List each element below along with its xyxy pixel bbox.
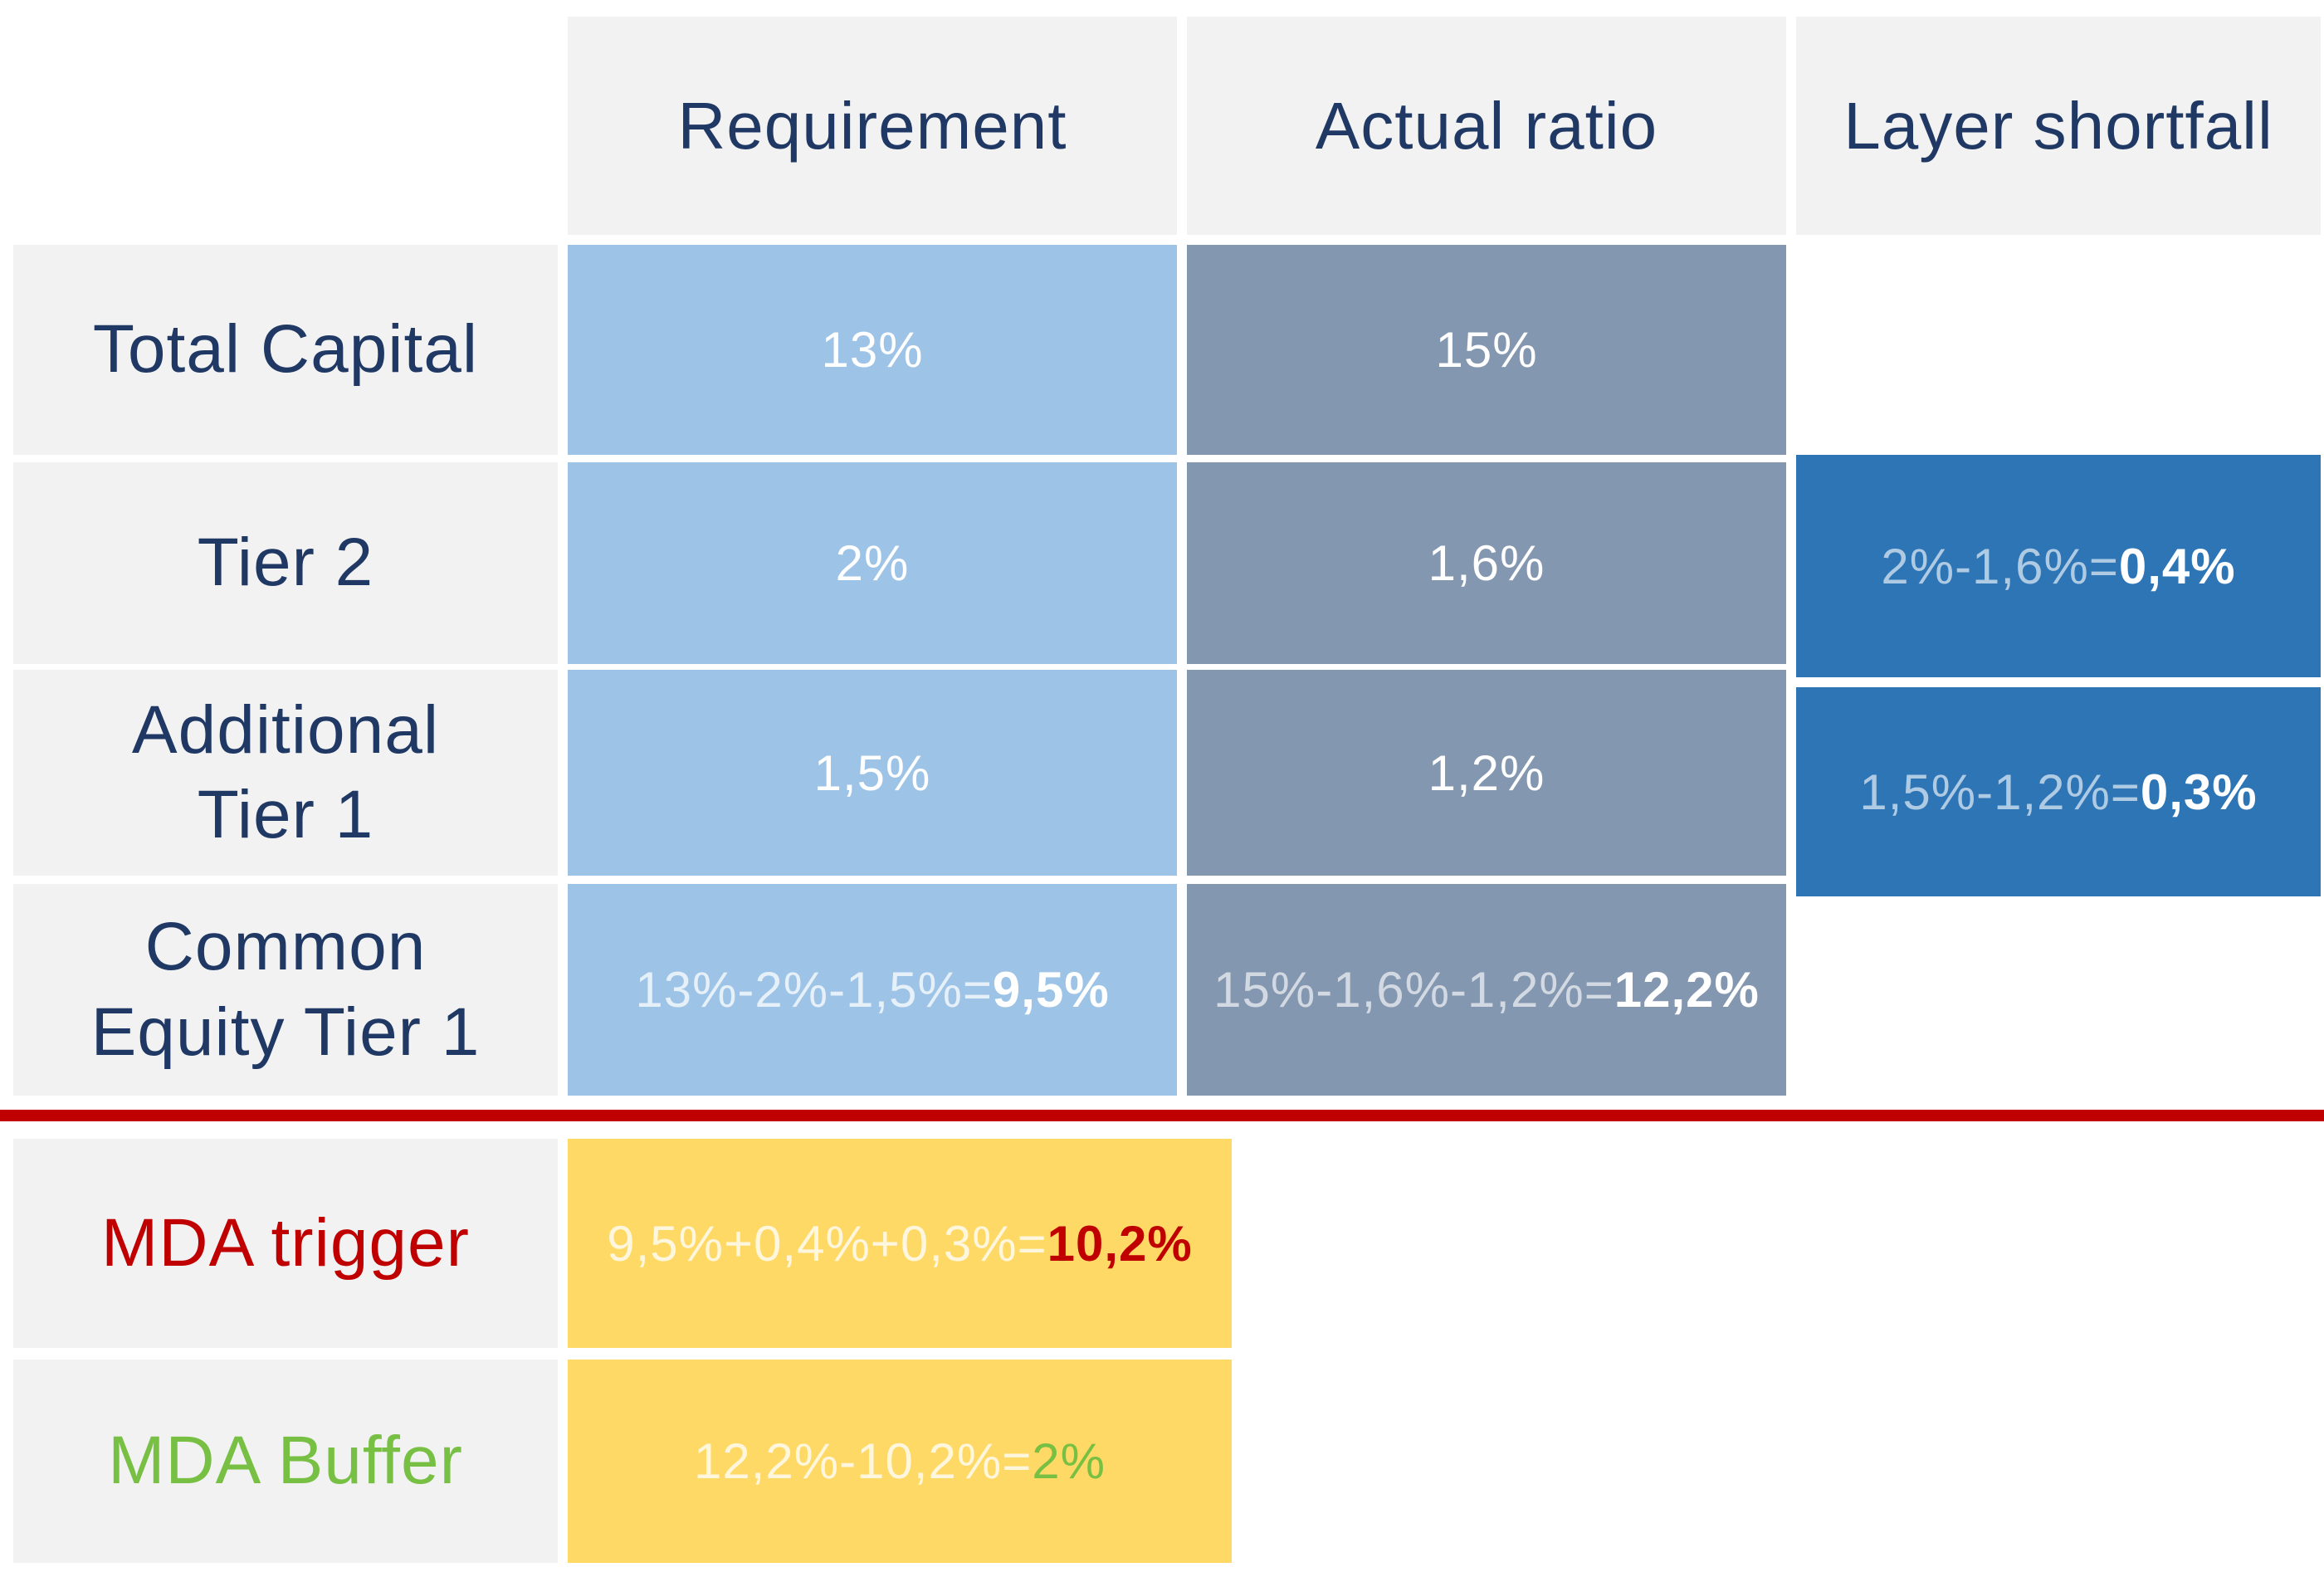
row-label-tier2: Tier 2	[13, 462, 558, 664]
cell-mda-buffer-value: 12,2%-10,2%= 2%	[568, 1360, 1232, 1563]
mda-trigger-formula: 9,5%+0,4%+0,3%=	[607, 1215, 1047, 1272]
row-label-mda-trigger: MDA trigger	[13, 1139, 558, 1348]
header-layer-shortfall: Layer shortfall	[1796, 17, 2321, 235]
mda-buffer-result: 2%	[1032, 1433, 1106, 1489]
cell-cet1-actual: 15%-1,6%-1,2%= 12,2%	[1187, 884, 1786, 1096]
row-label-additional-tier1: Additional Tier 1	[13, 670, 558, 876]
mda-trigger-result: 10,2%	[1047, 1215, 1193, 1272]
mda-buffer-formula: 12,2%-10,2%=	[694, 1433, 1033, 1489]
additional-tier1-shortfall-result: 0,3%	[2140, 764, 2258, 820]
cell-tier2-actual: 1,6%	[1187, 462, 1786, 664]
cet1-requirement-result: 9,5%	[992, 962, 1110, 1018]
cell-additional-tier1-requirement: 1,5%	[568, 670, 1177, 876]
row-label-total-capital: Total Capital	[13, 245, 558, 455]
cell-total-capital-requirement: 13%	[568, 245, 1177, 455]
cell-total-capital-actual: 15%	[1187, 245, 1786, 455]
row-label-mda-buffer: MDA Buffer	[13, 1360, 558, 1563]
cell-cet1-requirement: 13%-2%-1,5%= 9,5%	[568, 884, 1177, 1096]
cell-tier2-requirement: 2%	[568, 462, 1177, 664]
tier2-shortfall-formula: 2%-1,6%=	[1881, 538, 2119, 594]
cell-mda-trigger-value: 9,5%+0,4%+0,3%= 10,2%	[568, 1139, 1232, 1348]
cet1-requirement-formula: 13%-2%-1,5%=	[635, 962, 993, 1018]
additional-tier1-shortfall-formula: 1,5%-1,2%=	[1859, 764, 2141, 820]
cet1-actual-result: 12,2%	[1614, 962, 1760, 1018]
cell-tier2-shortfall: 2%-1,6%= 0,4%	[1796, 455, 2321, 677]
cell-additional-tier1-actual: 1,2%	[1187, 670, 1786, 876]
header-requirement: Requirement	[568, 17, 1177, 235]
cet1-actual-formula: 15%-1,6%-1,2%=	[1213, 962, 1614, 1018]
tier2-shortfall-result: 0,4%	[2118, 538, 2236, 594]
header-actual-ratio: Actual ratio	[1187, 17, 1786, 235]
cell-additional-tier1-shortfall: 1,5%-1,2%= 0,3%	[1796, 687, 2321, 896]
row-label-cet1: Common Equity Tier 1	[13, 884, 558, 1096]
mda-divider-line	[0, 1110, 2324, 1121]
